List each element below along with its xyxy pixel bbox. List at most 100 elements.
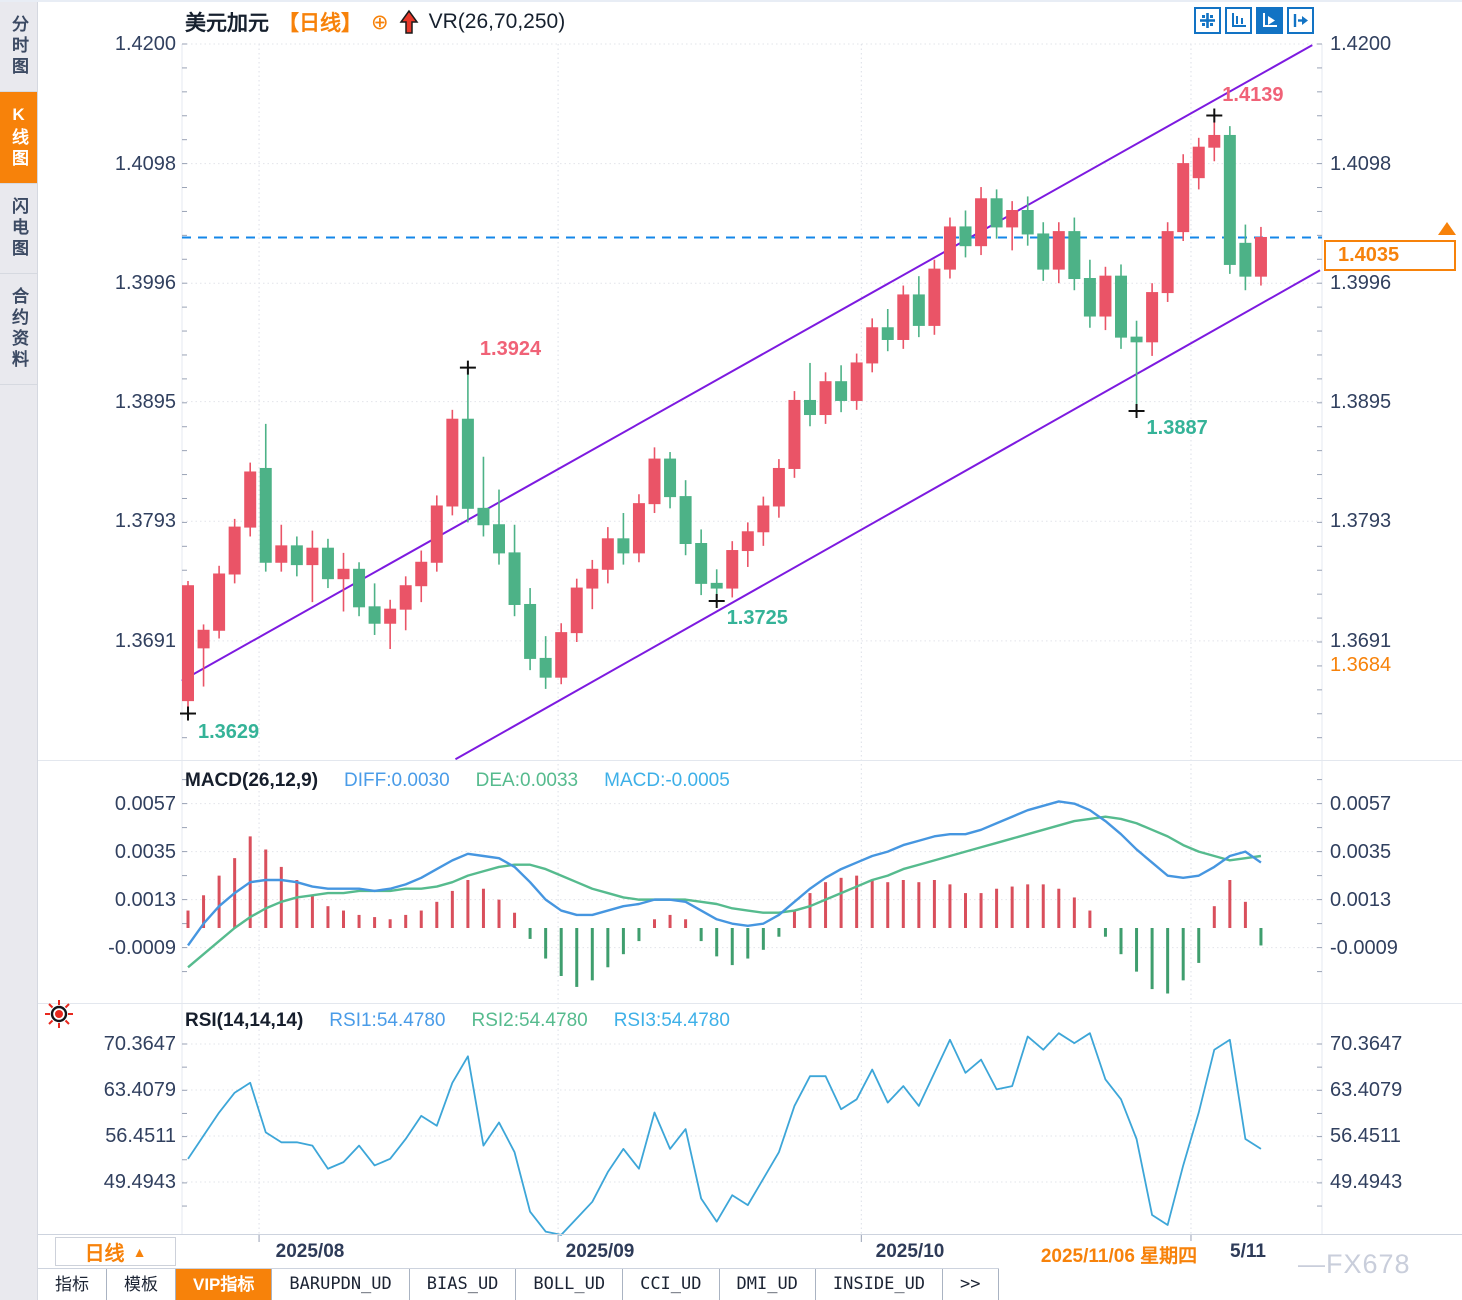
rsi-axis-label-left: 70.3647 bbox=[103, 1033, 176, 1055]
macd-axis-label-right: -0.0009 bbox=[1330, 936, 1398, 959]
time-axis-label: 2025/09 bbox=[565, 1241, 635, 1262]
overlay-indicator-label[interactable]: VR(26,70,250) bbox=[428, 10, 566, 33]
period-selector-label: 日线 bbox=[84, 1243, 125, 1265]
rsi-axis-label-right: 56.4511 bbox=[1330, 1125, 1401, 1147]
rsi-axis-label-left: 49.4943 bbox=[103, 1171, 176, 1193]
macd-axis-label-right: 0.0035 bbox=[1330, 840, 1392, 863]
macd-axis-label-left: 0.0057 bbox=[114, 792, 176, 815]
current-price-value: 1.4035 bbox=[1338, 244, 1400, 266]
sidebar-item-kline-chart[interactable]: K线图 bbox=[0, 92, 37, 184]
time-axis-label: 2025/10 bbox=[875, 1241, 945, 1262]
macd-title[interactable]: MACD(26,12,9) bbox=[185, 770, 319, 791]
current-price-box: 1.4035 bbox=[1324, 240, 1456, 271]
macd-dea-value: DEA:0.0033 bbox=[475, 770, 579, 791]
indicator-alert-icon[interactable] bbox=[44, 999, 74, 1034]
axis-play-icon[interactable] bbox=[1256, 7, 1283, 34]
macd-axis-label-right: 0.0057 bbox=[1330, 792, 1392, 815]
rsi-title[interactable]: RSI(14,14,14) bbox=[185, 1010, 304, 1031]
gridlines bbox=[181, 43, 1323, 1234]
price-axis-label-left: 1.4200 bbox=[114, 33, 176, 55]
pane-separator bbox=[38, 1003, 1462, 1004]
axis-ticks bbox=[182, 43, 1322, 1242]
bottom-tab-barupdn_ud[interactable]: BARUPDN_UD bbox=[272, 1269, 410, 1300]
macd-header: MACD(26,12,9) DIFF:0.0030 DEA:0.0033 MAC… bbox=[185, 770, 730, 792]
rsi2-value: RSI2:54.4780 bbox=[471, 1010, 588, 1031]
price-axis-label-right: 1.3996 bbox=[1330, 272, 1392, 295]
price-axis-label-right: 1.3691 bbox=[1330, 629, 1392, 652]
macd-axis-label-left: 0.0013 bbox=[114, 888, 176, 911]
rsi-axis-label-right: 49.4943 bbox=[1330, 1171, 1403, 1193]
chart-toolbar bbox=[1194, 7, 1314, 34]
price-axis-label-left: 1.3895 bbox=[114, 390, 176, 413]
annotation-markers bbox=[180, 108, 1223, 721]
price-annotation: 1.3629 bbox=[198, 720, 260, 743]
period-tag[interactable]: 【日线】 bbox=[278, 12, 362, 35]
bottom-tab--[interactable]: 模板 bbox=[107, 1269, 176, 1300]
watermark: —FX678 bbox=[1298, 1249, 1411, 1279]
price-annotation: 1.3725 bbox=[726, 606, 788, 629]
rsi-axis-label-left: 63.4079 bbox=[103, 1079, 176, 1101]
price-axis-label-left: 1.3996 bbox=[114, 272, 176, 295]
bottom-tab->>[interactable]: >> bbox=[943, 1269, 999, 1300]
macd-axis-label-right: 0.0013 bbox=[1330, 888, 1392, 911]
sidebar-item-lightning-chart[interactable]: 闪电图 bbox=[0, 184, 37, 274]
candles-layer[interactable] bbox=[182, 115, 1267, 714]
rsi-axis-label-right: 70.3647 bbox=[1330, 1033, 1403, 1055]
pane-separator bbox=[38, 760, 1462, 761]
price-up-triangle-icon bbox=[1438, 222, 1456, 235]
price-axis-label-left: 1.4098 bbox=[114, 152, 176, 175]
price-axis-label-left: 1.3691 bbox=[114, 629, 176, 652]
up-arrow-icon bbox=[399, 9, 419, 34]
sidebar-item-time-chart[interactable]: 分时图 bbox=[0, 2, 37, 92]
bottom-tab-inside_ud[interactable]: INSIDE_UD bbox=[815, 1269, 944, 1300]
bottom-tab--[interactable]: 指标 bbox=[38, 1269, 107, 1300]
macd-axis-label-left: -0.0009 bbox=[108, 936, 176, 959]
time-axis-label: 2025/08 bbox=[275, 1241, 345, 1262]
trend-channel-lines[interactable] bbox=[181, 44, 1321, 761]
zoom-plus-icon[interactable]: ⊕ bbox=[371, 10, 389, 34]
bottom-tab-boll_ud[interactable]: BOLL_UD bbox=[516, 1269, 624, 1300]
crosshair-icon[interactable] bbox=[1194, 7, 1221, 34]
rsi-axis-label-right: 63.4079 bbox=[1330, 1079, 1403, 1101]
rsi1-value: RSI1:54.4780 bbox=[329, 1010, 446, 1031]
sidebar-item-label: K线图 bbox=[9, 105, 28, 170]
pane-separator bbox=[38, 1234, 1462, 1235]
bottom-tab-dmi_ud[interactable]: DMI_UD bbox=[719, 1269, 816, 1300]
price-annotation: 1.4139 bbox=[1222, 83, 1284, 106]
rsi-axis-label-left: 56.4511 bbox=[105, 1125, 176, 1147]
macd-diff-value: DIFF:0.0030 bbox=[344, 770, 450, 791]
rsi3-value: RSI3:54.4780 bbox=[613, 1010, 730, 1031]
macd-plot bbox=[186, 800, 1263, 994]
bottom-tab-vip-[interactable]: VIP指标 bbox=[176, 1269, 273, 1300]
symbol-title: 美元加元 bbox=[185, 12, 269, 35]
period-selector[interactable]: 日线 ▲ bbox=[55, 1237, 176, 1266]
rsi-line bbox=[187, 1032, 1262, 1236]
sidebar-item-label: 分时图 bbox=[9, 15, 28, 78]
macd-axis-label-left: 0.0035 bbox=[114, 840, 176, 863]
price-annotation: 1.3924 bbox=[479, 337, 542, 360]
period-up-triangle-icon: ▲ bbox=[132, 1243, 147, 1260]
collapse-right-icon[interactable] bbox=[1287, 7, 1314, 34]
bottom-tab-bias_ud[interactable]: BIAS_UD bbox=[409, 1269, 517, 1300]
left-sidebar: 分时图 K线图 闪电图 合约资料 bbox=[0, 2, 38, 1235]
price-axis-label-right: 1.4200 bbox=[1330, 33, 1392, 55]
price-axis-label-left: 1.3793 bbox=[114, 510, 176, 533]
bottom-tab-bar: 指标 模板 VIP指标 BARUPDN_UD BIAS_UD BOLL_UD CCI_UD D… bbox=[38, 1268, 999, 1300]
time-axis-label: 2025/11/06 星期四 bbox=[1036, 1241, 1202, 1268]
chart-header: 美元加元 【日线】 ⊕ VR(26,70,250) bbox=[185, 7, 565, 37]
price-axis-label-right: 1.3895 bbox=[1330, 390, 1392, 413]
price-axis-label-right: 1.3793 bbox=[1330, 510, 1392, 533]
axis-candle-icon[interactable] bbox=[1225, 7, 1252, 34]
price-annotation: 1.3887 bbox=[1146, 417, 1208, 439]
macd-hist-value: MACD:-0.0005 bbox=[604, 770, 730, 791]
price-axis-label-right: 1.4098 bbox=[1330, 152, 1392, 175]
bottom-left-corner bbox=[0, 1235, 38, 1300]
sidebar-item-label: 闪电图 bbox=[9, 197, 28, 260]
rsi-header: RSI(14,14,14) RSI1:54.4780 RSI2:54.4780 … bbox=[185, 1010, 730, 1032]
sidebar-item-label: 合约资料 bbox=[9, 287, 28, 371]
sidebar-item-contract-info[interactable]: 合约资料 bbox=[0, 274, 37, 385]
time-axis-label: 5/11 bbox=[1230, 1241, 1266, 1262]
bottom-tab-cci_ud[interactable]: CCI_UD bbox=[623, 1269, 720, 1300]
